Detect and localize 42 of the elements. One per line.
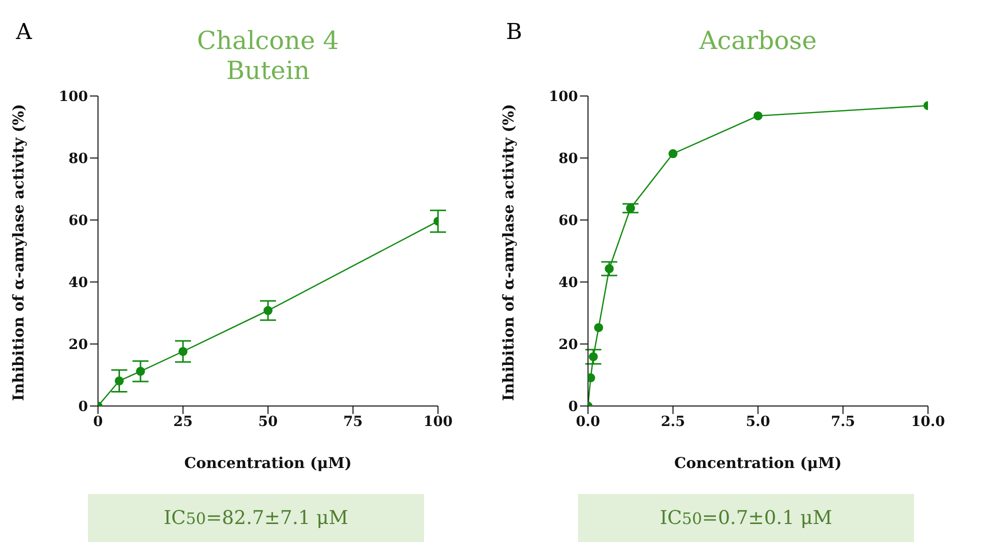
y-tick-label: 0	[568, 398, 578, 415]
y-tick-label: 20	[68, 336, 88, 353]
point	[114, 376, 124, 386]
x-axis-title: Concentration (μM)	[184, 454, 352, 472]
x-tick-label: 10.0	[910, 414, 946, 430]
x-tick-label: 7.5	[830, 414, 856, 430]
y-tick-label: 20	[558, 336, 578, 353]
y-axis-title: Inhibition of α-amylase activity (%)	[499, 104, 518, 401]
x-tick-label: 0.0	[576, 414, 600, 430]
y-tick-label: 80	[68, 150, 88, 167]
point	[754, 111, 762, 120]
y-tick-label: 100	[58, 88, 88, 105]
point	[136, 366, 145, 376]
x-tick-label: 25	[173, 414, 193, 430]
x-axis-title: Concentration (μM)	[674, 454, 842, 472]
chart-title: Chalcone 4	[196, 26, 340, 56]
x-tick-label: 2.5	[660, 414, 686, 430]
x-tick-label: 75	[343, 414, 363, 430]
y-tick-label: 100	[548, 88, 578, 105]
point	[588, 352, 598, 362]
text: B	[506, 20, 522, 45]
point	[626, 204, 635, 213]
point	[588, 373, 596, 382]
point	[264, 306, 272, 316]
y-tick-label: 60	[558, 212, 578, 229]
x-tick-label: 0	[93, 414, 104, 430]
point	[668, 149, 678, 158]
chart-subtitle: Butein	[225, 56, 311, 86]
y-axis-title: Inhibition of α-amylase activity (%)	[9, 104, 28, 401]
text: A	[16, 20, 32, 45]
chart-title: Acarbose	[698, 26, 818, 56]
point	[178, 346, 188, 356]
point	[604, 264, 614, 274]
y-tick-label: 60	[68, 212, 88, 229]
y-tick-label: 40	[558, 274, 578, 291]
x-tick-label: 5.0	[746, 414, 770, 430]
y-tick-label: 80	[558, 150, 578, 167]
x-tick-label: 50	[258, 414, 278, 430]
point	[594, 323, 604, 332]
y-tick-label: 0	[78, 398, 88, 415]
y-tick-label: 40	[68, 274, 88, 291]
x-tick-label: 100	[423, 414, 453, 430]
